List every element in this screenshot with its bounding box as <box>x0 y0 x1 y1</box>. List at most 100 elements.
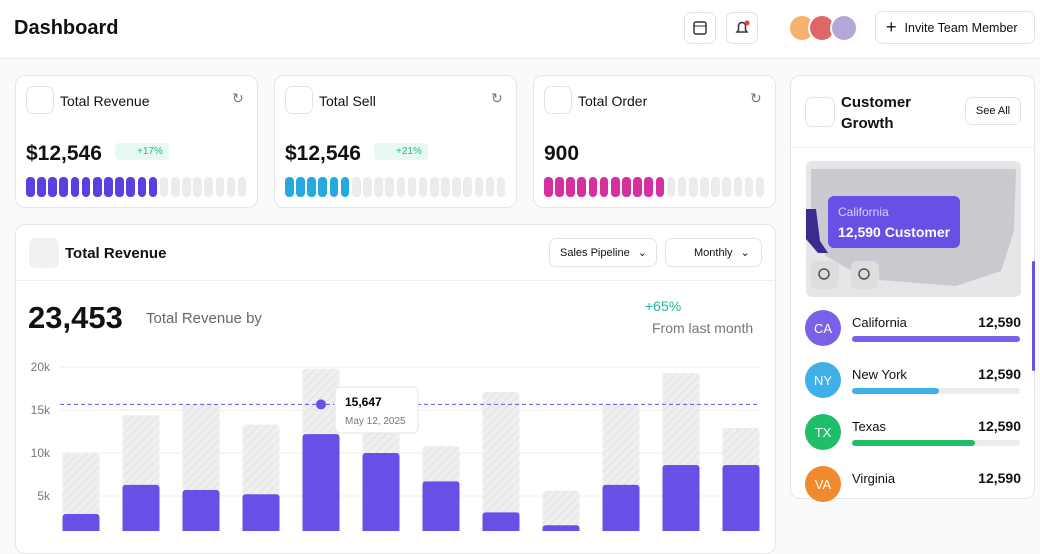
bar <box>722 465 760 531</box>
stat-value: 900 <box>544 142 580 165</box>
progress-pill <box>744 177 754 197</box>
progress-pill <box>148 177 158 197</box>
state-badge: VA <box>805 466 841 502</box>
progress-pill <box>555 177 564 197</box>
refresh-icon[interactable]: ↻ <box>750 90 762 106</box>
progress-pill <box>722 177 732 197</box>
revenue-change-label: From last month <box>652 320 754 336</box>
progress-pill <box>26 177 35 197</box>
bar <box>62 453 100 531</box>
map-tooltip-state: California <box>838 205 889 219</box>
notification-button[interactable] <box>726 12 758 44</box>
progress-pill <box>452 177 461 197</box>
progress-pill <box>92 177 102 197</box>
refresh-icon[interactable]: ↻ <box>232 90 244 106</box>
bar <box>602 484 640 531</box>
bar <box>482 512 520 531</box>
progress-pill <box>170 177 180 197</box>
tooltip-value: 15,647 <box>345 395 382 409</box>
progress-pill <box>296 177 305 197</box>
stat-icon <box>285 86 313 114</box>
progress-pill <box>688 177 698 197</box>
progress-pill <box>385 177 394 197</box>
progress-pill <box>599 177 609 197</box>
progress-pill <box>577 177 587 197</box>
progress-pill <box>307 177 316 197</box>
filter-label: Monthly <box>694 246 733 259</box>
tooltip-box <box>334 386 419 434</box>
bar <box>542 490 580 531</box>
header: Dashboard + Invite Team Member <box>0 0 1040 59</box>
state-name: Texas <box>852 419 886 434</box>
progress-pill <box>644 177 653 197</box>
stat-change: +17% <box>115 143 169 160</box>
progress-pill <box>126 177 135 197</box>
filter-label: Sales Pipeline <box>560 246 630 259</box>
stat-value: $12,546 <box>285 142 361 165</box>
progress-pill <box>396 177 406 197</box>
bar <box>242 494 280 531</box>
customer-card: Customer Growth See All California 12,59… <box>790 75 1036 502</box>
y-tick-label: 10k <box>31 446 51 460</box>
progress-track <box>852 440 1020 446</box>
y-tick-label: 5k <box>37 489 51 503</box>
see-all-button[interactable]: See All <box>965 97 1021 125</box>
progress-pill <box>159 177 169 197</box>
state-value: 12,590 <box>978 366 1021 382</box>
revenue-total-label: Total Revenue by <box>146 310 262 327</box>
bar <box>362 453 400 531</box>
avatars <box>788 14 863 49</box>
stat-card: Total Sell ↻ $12,546 +21% <box>274 75 517 208</box>
bar <box>302 434 340 531</box>
progress-pill <box>666 177 676 197</box>
revenue-total: 23,453 <box>28 300 123 335</box>
progress-pill <box>193 177 202 197</box>
progress-pill <box>622 177 631 197</box>
progress-pill <box>655 177 665 197</box>
revenue-change: +65% <box>645 298 682 314</box>
stat-title: Total Revenue <box>60 93 150 109</box>
progress-pill <box>374 177 383 197</box>
bar <box>422 481 460 531</box>
bar <box>182 489 220 531</box>
progress-pill <box>485 177 495 197</box>
progress-bar <box>852 388 940 394</box>
divider <box>791 147 1036 148</box>
state-value: 12,590 <box>978 314 1021 330</box>
state-badge: TX <box>805 414 841 450</box>
pipeline-filter[interactable]: Sales Pipeline ⌄ <box>549 238 657 267</box>
progress-pill <box>700 177 709 197</box>
bar <box>482 391 520 531</box>
revenue-chart: 5k 10k 15k 20k 15,647 May 12, 2025 <box>31 360 760 531</box>
progress-pill <box>429 177 439 197</box>
period-filter[interactable]: Monthly ⌄ <box>665 238 762 267</box>
progress-pill <box>215 177 225 197</box>
progress-pill <box>755 177 765 197</box>
state-value: 12,590 <box>978 418 1021 434</box>
bar <box>662 465 700 531</box>
invite-button[interactable]: + Invite Team Member <box>875 11 1035 44</box>
progress-track <box>852 388 1020 394</box>
calendar-button[interactable] <box>684 12 716 44</box>
stat-card: Total Order ↻ 900 <box>533 75 776 208</box>
progress-pill <box>407 177 417 197</box>
progress-pill <box>418 177 428 197</box>
stat-card: Total Revenue ↻ $12,546 +17% <box>15 75 258 208</box>
tooltip-date: May 12, 2025 <box>345 416 406 427</box>
progress-pill <box>363 177 372 197</box>
refresh-icon[interactable]: ↻ <box>491 90 503 106</box>
progress-pill <box>463 177 473 197</box>
state-badge: NY <box>805 362 841 398</box>
progress-pills <box>26 177 249 197</box>
progress-pill <box>59 177 69 197</box>
state-name: Virginia <box>852 471 896 486</box>
bar <box>62 514 100 531</box>
progress-track <box>852 336 1020 342</box>
progress-pill <box>137 177 147 197</box>
progress-pill <box>81 177 91 197</box>
scrollbar[interactable] <box>1032 261 1035 371</box>
progress-pill <box>70 177 80 197</box>
y-tick-label: 20k <box>31 360 51 374</box>
progress-bar <box>852 336 1020 342</box>
